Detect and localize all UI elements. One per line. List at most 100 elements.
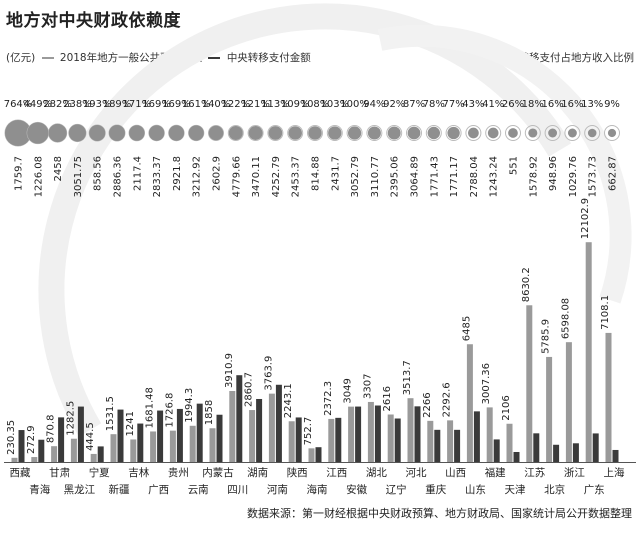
ratio-circle-outline [584, 125, 601, 141]
ratio-circle-outline [108, 124, 126, 142]
x-tick-label: 甘肃 [49, 466, 70, 479]
ratio-circle [567, 128, 577, 138]
transfer-bar [612, 449, 619, 462]
x-tick-label: 福建 [485, 466, 506, 479]
revenue-bar [288, 421, 295, 462]
transfer-value-label: 858.56 [93, 156, 104, 191]
revenue-bar [90, 453, 97, 462]
revenue-value-label: 444.5 [85, 422, 96, 451]
ratio-circle-outline [267, 125, 284, 141]
ratio-circle [447, 126, 460, 140]
revenue-bar [70, 438, 77, 462]
ratio-circle-outline [386, 125, 403, 141]
transfer-value-label: 4252.79 [271, 156, 282, 197]
ratio-circle [367, 126, 381, 140]
revenue-bar [427, 420, 434, 462]
bars: 230.35 272.9 870.8 1282.5 444.5 1531.5 1241 168… [6, 198, 619, 462]
ratio-circle [208, 125, 224, 141]
ratio-circle [468, 127, 479, 139]
revenue-value-label: 3910.9 [224, 353, 235, 388]
transfer-value-label: 2117.4 [132, 156, 143, 191]
ratio-label: 189% [103, 99, 132, 110]
revenue-bar [387, 414, 394, 462]
revenue-bar [31, 457, 38, 462]
transfer-bar [553, 444, 560, 462]
legend-unit: (亿元) [6, 52, 36, 64]
x-tick-label: 宁夏 [89, 466, 110, 479]
revenue-value-label: 2616 [382, 386, 393, 411]
transfer-bar [77, 406, 84, 462]
transfer-value-labels: 1759.7 1226.08 2458 3051.75 858.56 2886.36 211… [14, 156, 619, 197]
transfer-value-label: 2788.04 [469, 156, 480, 197]
revenue-value-label: 1681.48 [145, 387, 156, 428]
transfer-bar [572, 443, 579, 462]
ratio-circle [248, 126, 263, 140]
revenue-bar [189, 425, 196, 462]
transfer-value-label: 662.87 [608, 156, 619, 191]
x-tick-label: 湖南 [247, 466, 268, 479]
revenue-bar [565, 342, 572, 462]
x-tick-label: 山西 [445, 467, 466, 479]
revenue-bar [546, 356, 553, 462]
transfer-bar [58, 417, 65, 462]
ratio-label: 108% [301, 99, 330, 110]
transfer-bar [18, 430, 25, 462]
transfer-value-label: 2886.36 [113, 156, 124, 197]
ratio-label: 13% [581, 99, 603, 110]
ratio-label: 43% [462, 99, 484, 110]
data-source-note: 数据来源：第一财经根据中央财政预算、地方财政局、国家统计局公开数据整理 [247, 507, 632, 520]
transfer-value-label: 2602.9 [212, 156, 223, 191]
transfer-value-label: 1578.92 [528, 156, 539, 197]
transfer-bar [236, 375, 243, 462]
ratio-label: 77% [442, 99, 464, 110]
ratio-circle-outline [564, 125, 581, 141]
ratio-circle-outline [524, 125, 541, 141]
transfer-bar [473, 411, 480, 462]
transfer-bar [38, 439, 45, 462]
revenue-value-label: 1726.8 [164, 393, 175, 428]
transfer-bar [374, 405, 381, 462]
revenue-value-label: 6485 [461, 316, 472, 341]
ratio-circle [129, 125, 145, 141]
transfer-value-label: 2431.7 [330, 156, 341, 191]
x-tick-label: 内蒙古 [202, 466, 234, 479]
revenue-bar [447, 420, 454, 462]
ratio-label: 9% [604, 99, 620, 110]
x-tick-label: 上海 [604, 466, 625, 479]
revenue-value-label: 2372.3 [323, 381, 334, 416]
transfer-bar [137, 423, 144, 462]
watermark-arcs [38, 3, 632, 437]
revenue-value-label: 3307 [362, 373, 373, 398]
revenue-bar [249, 410, 256, 462]
revenue-value-label: 2292.6 [442, 382, 453, 417]
transfer-bar [335, 417, 342, 462]
revenue-value-label: 12102.9 [580, 198, 591, 239]
transfer-value-label: 1771.17 [449, 156, 460, 197]
ratio-circle [48, 123, 67, 143]
transfer-value-label: 3064.89 [410, 156, 421, 197]
ratio-label: 41% [482, 99, 504, 110]
revenue-bar [209, 428, 216, 462]
ratio-label: 122% [222, 99, 251, 110]
ratio-circle-outline [425, 125, 442, 141]
ratio-circle-outline [406, 125, 422, 141]
transfer-bar [256, 398, 263, 462]
revenue-bar [585, 242, 592, 462]
ratio-circle-outline [287, 125, 304, 141]
transfer-bar [493, 439, 500, 462]
transfer-value-label: 1029.76 [568, 156, 579, 197]
x-tick-label: 湖北 [366, 467, 387, 479]
revenue-value-label: 272.9 [26, 425, 37, 454]
revenue-value-label: 1994.3 [184, 388, 195, 423]
ratio-circle [487, 127, 499, 139]
ratio-label: 26% [502, 99, 524, 110]
ratio-circle [148, 125, 165, 141]
watermark-arc [38, 3, 572, 437]
transfer-value-label: 1771.43 [429, 156, 440, 197]
x-tick-label: 河南 [267, 483, 288, 496]
ratio-row: 764%449%282%238%193%189%171%169%169%161%… [4, 99, 620, 110]
revenue-bar [110, 434, 117, 462]
revenue-value-label: 8630.2 [521, 267, 532, 302]
ratio-circle-outline [544, 125, 561, 141]
